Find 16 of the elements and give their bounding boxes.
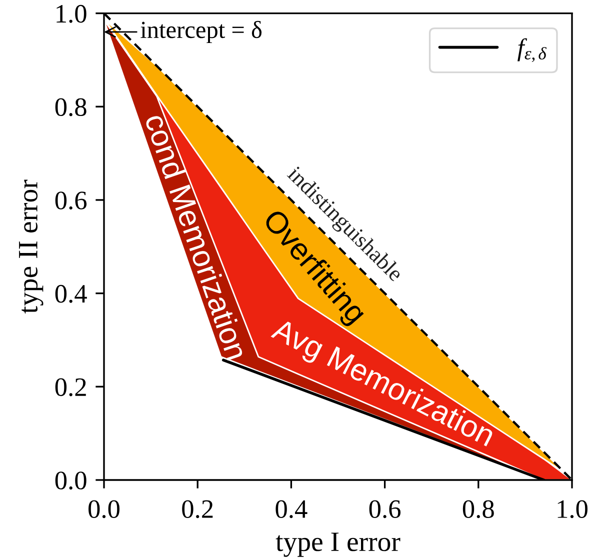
x-tick-label: 0.6 xyxy=(369,500,401,518)
x-tick-label: 0.4 xyxy=(276,500,308,518)
x-tick-label: 0.2 xyxy=(182,500,213,518)
y-tick-label: 0.6 xyxy=(55,192,87,210)
x-tick-label: 0.0 xyxy=(88,500,120,518)
y-tick-label: 0.0 xyxy=(55,472,86,490)
y-axis-title: type II error xyxy=(19,180,44,314)
y-tick-label: 0.4 xyxy=(55,284,87,303)
x-axis-title: type I error xyxy=(276,532,400,557)
x-tick-label: 0.8 xyxy=(462,500,494,518)
y-tick-label: 0.8 xyxy=(55,98,86,116)
annotation: intercept = δ xyxy=(140,20,262,44)
legend-label: f$_{ε,δ}$ xyxy=(518,38,547,62)
x-tick-label: 1.0 xyxy=(558,500,588,518)
y-tick-label: 1.0 xyxy=(56,4,86,23)
y-tick-label: 0.2 xyxy=(55,378,86,396)
